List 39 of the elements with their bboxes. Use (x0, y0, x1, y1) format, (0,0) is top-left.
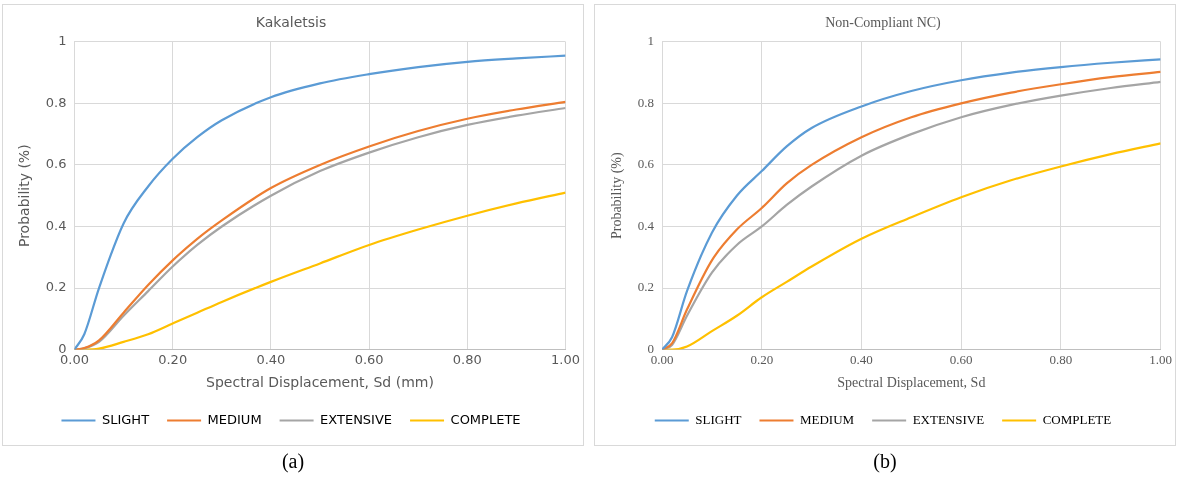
x-tick-label: 0.20 (158, 351, 188, 367)
x-axis-title: Spectral Displacement, Sd (837, 375, 986, 391)
y-tick-label: 0.4 (637, 217, 655, 233)
legend-label: EXTENSIVE (912, 411, 985, 427)
x-tick-label: 0.60 (949, 351, 973, 367)
legend-label: SLIGHT (101, 411, 150, 427)
legend-label: COMPLETE (1042, 411, 1112, 427)
legend-label: MEDIUM (799, 411, 855, 427)
y-tick-label: 1 (58, 33, 67, 49)
y-tick-label: 0 (58, 340, 67, 356)
y-tick-label: 0 (647, 341, 655, 357)
x-tick-label: 0.80 (452, 351, 482, 367)
y-tick-label: 0.2 (45, 279, 67, 295)
text: (b) (873, 450, 897, 473)
y-tick-label: 0.6 (45, 156, 67, 172)
x-tick-label: 1.00 (1149, 351, 1172, 367)
legend-label: EXTENSIVE (320, 411, 393, 427)
x-tick-label: 0.60 (354, 351, 384, 367)
y-tick-label: 0.8 (637, 94, 655, 110)
chart-title: Non-Compliant NC) (825, 15, 942, 32)
x-tick-label: 0.20 (750, 351, 774, 367)
y-tick-label: 0.6 (637, 156, 655, 172)
legend-label: MEDIUM (207, 411, 262, 427)
legend-label: SLIGHT (695, 411, 742, 427)
x-tick-label: 0.80 (1049, 351, 1073, 367)
y-tick-label: 0.4 (45, 217, 67, 233)
legend-label: COMPLETE (450, 411, 521, 427)
y-tick-label: 0.8 (45, 94, 67, 110)
x-tick-label: 0.40 (850, 351, 873, 367)
y-axis-title: Probability (%) (609, 152, 626, 240)
x-tick-label: 1.00 (551, 351, 580, 367)
x-tick-label: 0.40 (256, 351, 286, 367)
y-tick-label: 1 (647, 33, 655, 49)
y-axis-title: Probability (%) (16, 144, 33, 248)
line-series (74, 54, 566, 350)
x-axis-title: Spectral Displacement, Sd (mm) (206, 374, 434, 391)
text: (a) (281, 450, 305, 473)
y-tick-label: 0.2 (637, 279, 655, 295)
chart-title: Kakaletsis (255, 14, 327, 31)
